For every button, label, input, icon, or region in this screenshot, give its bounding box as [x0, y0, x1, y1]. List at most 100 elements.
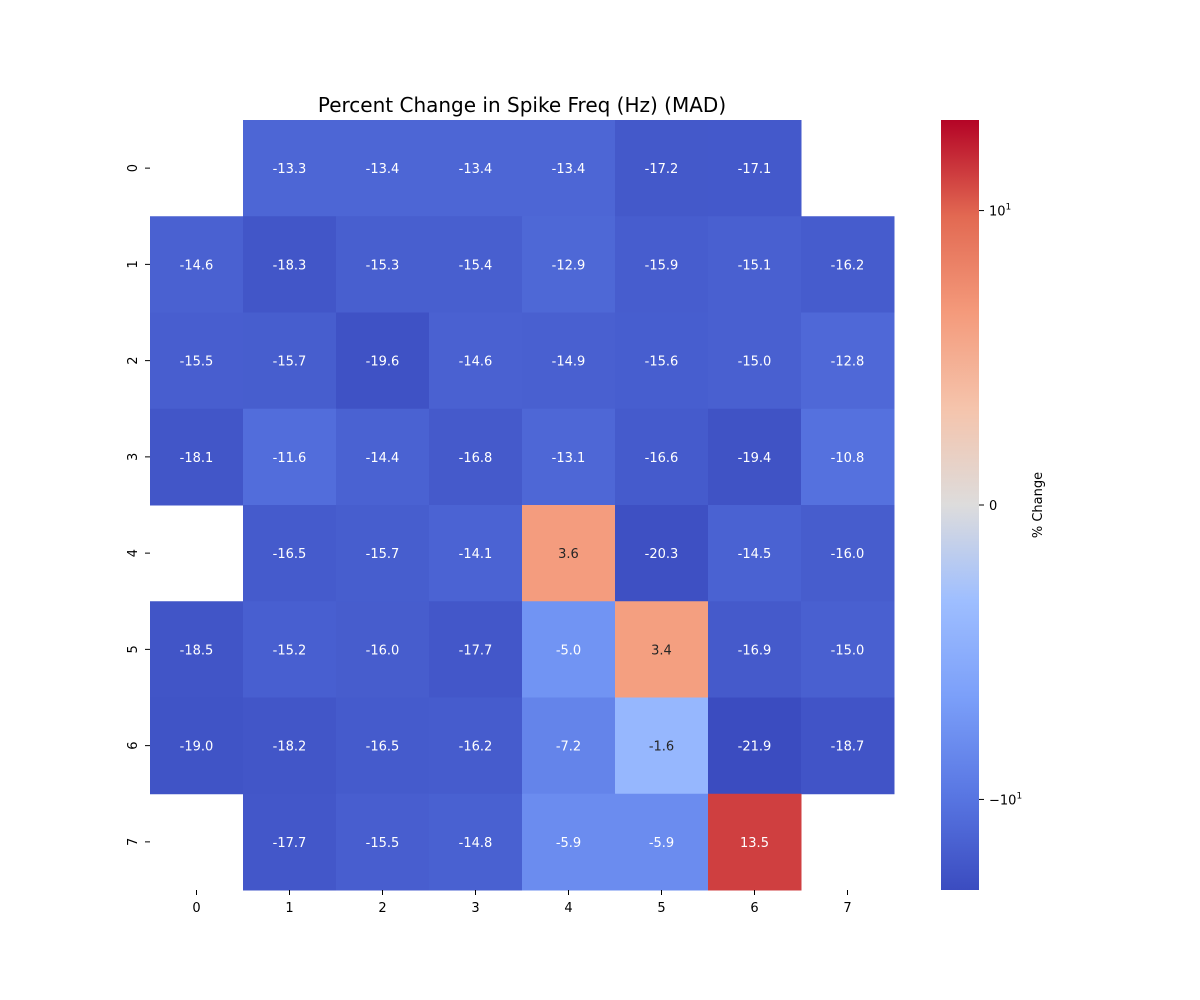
heatmap-cells: -13.3 -13.4 -13.4 -13.4 -17.2 -17.1 -14.6 -18.3…	[150, 120, 895, 891]
colorbar-ticks: 101 0 −101	[979, 203, 1022, 808]
cell-value-label: -19.0	[180, 740, 214, 755]
heatmap-cell	[429, 216, 523, 313]
heatmap-cell	[336, 697, 430, 795]
cell-value-label: -19.4	[738, 451, 772, 466]
heatmap-cell	[522, 505, 616, 602]
cell-value-label: -18.5	[180, 643, 214, 658]
heatmap-cell	[801, 312, 895, 410]
heatmap-cell	[150, 408, 244, 506]
cell-value-label: -12.8	[831, 355, 865, 370]
cell-value-label: -16.0	[831, 547, 865, 562]
cell-value-label: -16.5	[366, 740, 400, 755]
heatmap-cell	[429, 408, 523, 506]
cell-value-label: 3.4	[651, 643, 672, 658]
heatmap-cell	[429, 793, 523, 891]
cell-value-label: -5.0	[556, 643, 581, 658]
heatmap-cell	[615, 120, 709, 217]
x-tick-label: 1	[285, 901, 293, 916]
heatmap-cell	[615, 216, 709, 313]
heatmap-cell	[336, 505, 430, 602]
cell-value-label: -18.2	[273, 740, 307, 755]
heatmap-cell	[336, 793, 430, 891]
cell-value-label: -5.9	[649, 836, 674, 851]
x-tick-label: 3	[471, 901, 479, 916]
heatmap-cell	[801, 408, 895, 506]
heatmap-cell	[708, 697, 802, 795]
heatmap-cell	[429, 601, 523, 698]
cell-value-label: -15.5	[366, 836, 400, 851]
colorbar-label: % Change	[1031, 472, 1046, 538]
cell-value-label: -15.7	[366, 547, 400, 562]
y-tick-label: 7	[126, 838, 141, 846]
x-tick-label: 0	[192, 901, 200, 916]
cell-value-label: -13.4	[459, 162, 493, 177]
colorbar-tick-label: 101	[989, 203, 1011, 220]
cell-value-label: -18.1	[180, 451, 214, 466]
colorbar: 101 0 −101 % Change	[941, 120, 1046, 890]
cell-value-label: -20.3	[645, 547, 679, 562]
cell-value-label: -13.1	[552, 451, 586, 466]
heatmap-cell	[336, 312, 430, 410]
heatmap-cell	[150, 312, 244, 410]
cell-value-label: -17.7	[273, 836, 307, 851]
heatmap-cell	[708, 793, 802, 891]
cell-value-label: -13.3	[273, 162, 307, 177]
heatmap-cell	[801, 697, 895, 795]
cell-value-label: -14.4	[366, 451, 400, 466]
heatmap-cell	[801, 601, 895, 698]
cell-value-label: -10.8	[831, 451, 865, 466]
heatmap-cell	[336, 216, 430, 313]
cell-value-label: -15.5	[180, 355, 214, 370]
heatmap-cell	[243, 505, 337, 602]
cell-value-label: -13.4	[366, 162, 400, 177]
heatmap-cell	[243, 697, 337, 795]
x-tick-label: 7	[843, 901, 851, 916]
x-tick-label: 4	[564, 901, 572, 916]
cell-value-label: -14.1	[459, 547, 493, 562]
heatmap-cell	[429, 505, 523, 602]
heatmap-cell	[243, 312, 337, 410]
heatmap-cell	[243, 216, 337, 313]
cell-value-label: -1.6	[649, 740, 674, 755]
cell-value-label: -13.4	[552, 162, 586, 177]
cell-value-label: -16.9	[738, 643, 772, 658]
cell-value-label: -15.4	[459, 258, 493, 273]
heatmap-cell	[615, 697, 709, 795]
cell-value-label: -16.8	[459, 451, 493, 466]
cell-value-label: -18.3	[273, 258, 307, 273]
heatmap-cell	[243, 120, 337, 217]
x-tick-label: 2	[378, 901, 386, 916]
cell-value-label: -15.9	[645, 258, 679, 273]
heatmap-cell	[522, 601, 616, 698]
heatmap-cell	[615, 601, 709, 698]
cell-value-label: -15.0	[831, 643, 865, 658]
heatmap-cell	[801, 505, 895, 602]
colorbar-tick-label: −101	[989, 791, 1022, 808]
cell-value-label: -11.6	[273, 451, 307, 466]
heatmap-cell	[708, 408, 802, 506]
heatmap-cell	[522, 697, 616, 795]
y-tick-label: 4	[126, 549, 141, 557]
x-axis: 0 1 2 3 4 5 6 7	[192, 890, 852, 916]
cell-value-label: -15.7	[273, 355, 307, 370]
y-axis: 0 1 2 3 4 5 6 7	[126, 164, 150, 846]
cell-value-label: -12.9	[552, 258, 586, 273]
y-tick-label: 0	[126, 164, 141, 172]
cell-value-label: -14.8	[459, 836, 493, 851]
heatmap-cell	[708, 216, 802, 313]
cell-value-label: -17.2	[645, 162, 679, 177]
heatmap-cell	[150, 216, 244, 313]
heatmap-cell	[429, 312, 523, 410]
y-tick-label: 6	[126, 741, 141, 749]
colorbar-gradient	[941, 120, 979, 890]
colorbar-tick-label: 0	[989, 499, 997, 514]
heatmap-cell	[708, 120, 802, 217]
heatmap-cell	[429, 697, 523, 795]
cell-value-label: -19.6	[366, 355, 400, 370]
heatmap-cell	[336, 601, 430, 698]
cell-value-label: -21.9	[738, 740, 772, 755]
heatmap-cell	[522, 120, 616, 217]
cell-value-label: -7.2	[556, 740, 581, 755]
heatmap-cell	[522, 408, 616, 506]
heatmap-cell	[429, 120, 523, 217]
